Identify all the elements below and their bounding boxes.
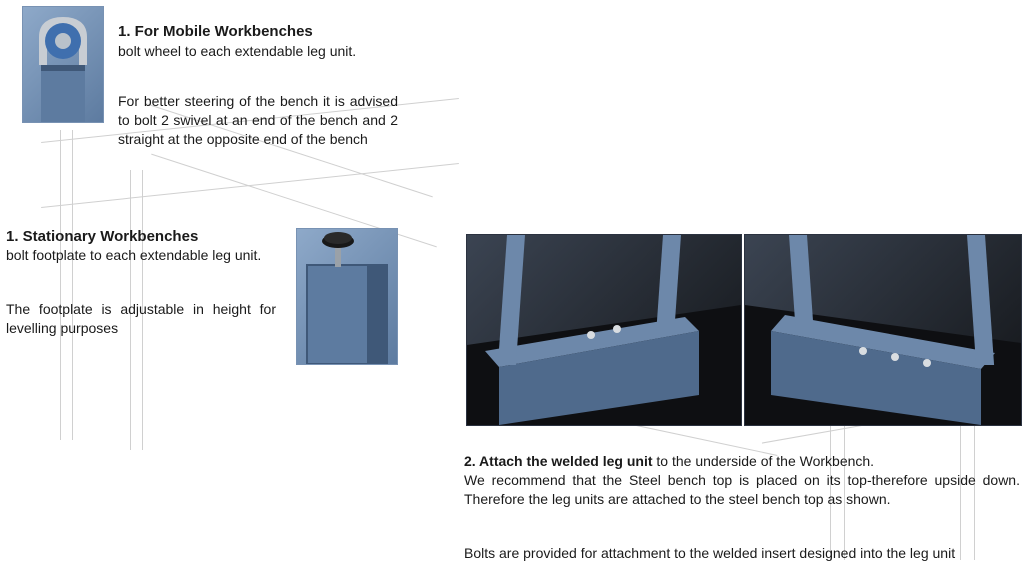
attach-leg-p2: Bolts are provided for attachment to the… bbox=[464, 544, 1020, 563]
attach-leg-p1a: to the underside of the Workbench. bbox=[653, 453, 875, 469]
attach-leg-heading: 2. Attach the welded leg unit bbox=[464, 453, 653, 469]
stationary-workbench-heading: 1. Stationary Workbenches bbox=[6, 228, 276, 245]
mobile-workbench-p1: bolt wheel to each extendable leg unit. bbox=[118, 42, 398, 61]
attach-leg-block: 2. Attach the welded leg unit to the und… bbox=[464, 452, 1020, 509]
mobile-workbench-block: 1. For Mobile Workbenches bolt wheel to … bbox=[118, 22, 398, 60]
mobile-workbench-p2: For better steering of the bench it is a… bbox=[118, 92, 398, 149]
stationary-workbench-p1: bolt footplate to each extendable leg un… bbox=[6, 246, 276, 265]
assembly-photo-left bbox=[466, 234, 742, 426]
caster-wheel-photo bbox=[22, 6, 104, 123]
footplate-photo bbox=[296, 228, 398, 365]
stationary-workbench-p2: The footplate is adjustable in height fo… bbox=[6, 300, 276, 338]
wire-line bbox=[41, 163, 459, 208]
assembly-photo-right bbox=[744, 234, 1022, 426]
wire-line bbox=[72, 130, 73, 440]
wire-line bbox=[60, 130, 61, 440]
attach-leg-p1b: We recommend that the Steel bench top is… bbox=[464, 472, 1020, 507]
mobile-workbench-heading: 1. For Mobile Workbenches bbox=[118, 22, 398, 42]
